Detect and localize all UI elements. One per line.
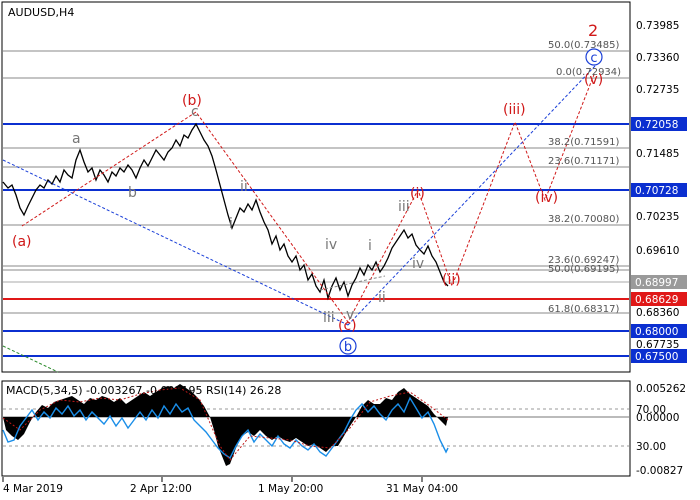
price-tick: 0.67735: [636, 339, 679, 351]
wave-labels-blue: b c: [339, 48, 603, 355]
wave-label-b-red: (b): [182, 93, 202, 109]
indicator-tick: 70.00: [636, 404, 666, 416]
fibonacci-labels: 50.0(0.73485) 0.0(0.72934) 38.2(0.71591)…: [548, 40, 621, 315]
fib-label: 50.0(0.69195): [548, 264, 620, 275]
wave-label-v-red: (v): [584, 72, 603, 88]
symbol-title: AUDUSD,H4: [8, 6, 74, 19]
trend-line-green: [2, 345, 59, 373]
price-axis: 0.73985 0.73360 0.72735 0.71485 0.70235 …: [636, 20, 679, 351]
wave-label-b-blue: b: [344, 340, 352, 355]
fib-label: 50.0(0.73485): [548, 40, 620, 51]
wave-label-iv: iv: [325, 237, 337, 253]
time-tick-label: 4 Mar 2019: [3, 483, 63, 495]
fib-label: 38.2(0.71591): [548, 137, 620, 148]
indicator-axis: 0.005262 70.00 0.00000 30.00 -0.00827: [636, 383, 686, 477]
wave-circle-c: [585, 48, 603, 66]
indicator-tick: 0.00000: [636, 412, 679, 424]
indicator-tick: 0.005262: [636, 383, 686, 395]
indicator-label: MACD(5,34,5) -0.003267 -0.003195 RSI(14)…: [6, 384, 281, 397]
fibonacci-levels: [3, 50, 629, 314]
level-tag: 0.70728: [635, 185, 678, 197]
level-tag: 0.68629: [635, 294, 678, 306]
wave-path-blue-down: [2, 159, 349, 326]
indicator-tick: 30.00: [636, 441, 666, 453]
wave-label-iv-b: iv: [412, 256, 424, 272]
level-tag-bg: [631, 292, 687, 306]
wave-label-iv-red: (iv): [535, 190, 558, 206]
level-tag: 0.68000: [635, 326, 678, 338]
wave-path-red: [21, 71, 596, 323]
wave-label-i: i: [229, 216, 233, 232]
price-pane: [1, 1, 631, 373]
wave-label-ii-b: ii: [378, 290, 386, 306]
wave-label-c-blue: c: [590, 51, 597, 66]
level-tag: 0.68997: [635, 277, 678, 289]
wave-label-ii: ii: [240, 179, 248, 195]
wave-label-a: a: [72, 131, 81, 147]
time-tick-label: 2 Apr 12:00: [130, 483, 192, 495]
wave-labels-red: 2 (a) (b) (c) (i) (ii) (iii) (iv) (v): [12, 21, 603, 334]
price-tick: 0.73985: [636, 20, 679, 32]
level-tag: 0.67500: [635, 351, 678, 363]
rsi-line: [2, 396, 449, 460]
wave-label-ii-red: (ii): [442, 272, 461, 288]
level-lines: [3, 123, 629, 357]
price-tick: 0.70235: [636, 211, 679, 223]
wave-label-v: v: [346, 307, 354, 323]
wave-label-iii: iii: [323, 310, 335, 326]
time-tick-label: 31 May 04:00: [386, 483, 458, 495]
level-tag-bg: [631, 117, 687, 131]
wave-circle-b: [339, 337, 357, 355]
wave-label-iii-red: (iii): [503, 102, 526, 118]
indicator-tick: -0.00827: [636, 465, 683, 477]
price-tick: 0.68360: [636, 307, 679, 319]
price-tick: 0.71485: [636, 148, 679, 160]
level-tag-bg: [631, 183, 687, 197]
macd-histogram: [3, 384, 448, 466]
fib-label: 61.8(0.68317): [548, 304, 620, 315]
wave-label-2: 2: [588, 21, 598, 40]
fib-label: 23.6(0.69247): [548, 255, 620, 266]
price-tick: 0.72735: [636, 84, 679, 96]
level-tags: 0.72058 0.70728 0.68997 0.68629 0.68000 …: [631, 117, 687, 363]
wave-label-c-red: (c): [338, 318, 357, 334]
time-tick-label: 1 May 20:00: [258, 483, 323, 495]
indicator-content: [2, 384, 629, 466]
time-axis: 4 Mar 2019 2 Apr 12:00 1 May 20:00 31 Ma…: [2, 477, 458, 495]
level-tag-bg: [631, 349, 687, 363]
fib-label: 23.6(0.71171): [548, 156, 620, 167]
macd-signal-line: [2, 387, 449, 461]
price-tick: 0.73360: [636, 52, 679, 64]
fib-label: 38.2(0.70080): [548, 214, 620, 225]
wave-label-b: b: [128, 185, 137, 201]
price-series: [2, 122, 449, 301]
wave-label-a-red: (a): [12, 234, 32, 250]
wave-label-i-red: (i): [410, 186, 425, 202]
wave-label-iii-b: iii: [398, 199, 410, 215]
wave-label-i-b: i: [368, 238, 372, 254]
wave-labels-grey: a b c ii i iv iii v iii iv i ii: [72, 104, 424, 326]
level-tag-bg: [631, 324, 687, 338]
wave-path-grey: [319, 275, 386, 291]
level-tag: 0.72058: [635, 119, 678, 131]
fib-label: 0.0(0.72934): [556, 67, 621, 78]
wave-label-c: c: [191, 104, 199, 120]
price-tick: 0.69610: [636, 245, 679, 257]
level-tag-bg: [631, 275, 687, 289]
